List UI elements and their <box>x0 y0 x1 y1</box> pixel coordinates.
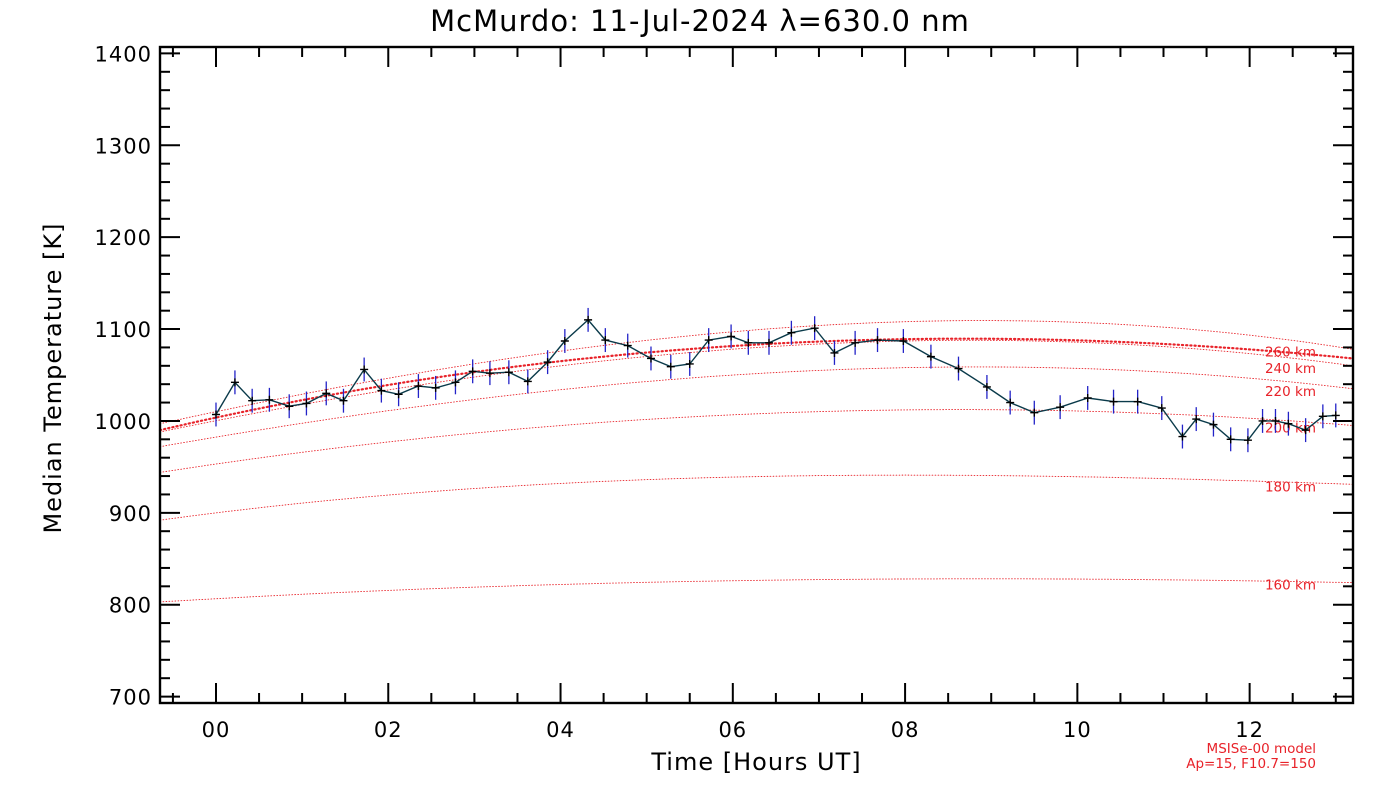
data-point-0-17 <box>523 377 532 386</box>
y-tick-label-2: 900 <box>109 502 152 526</box>
data-point-0-18 <box>543 358 552 367</box>
data-point-0-14 <box>468 367 477 376</box>
data-point-0-44 <box>1133 397 1142 406</box>
model-curve-6 <box>159 320 1354 425</box>
data-point-0-19 <box>560 337 569 346</box>
data-point-0-15 <box>485 369 494 378</box>
x-tick-label-0: 00 <box>202 718 231 742</box>
data-point-0-24 <box>666 362 675 371</box>
data-point-0-30 <box>787 328 796 337</box>
model-curve-0 <box>159 578 1354 603</box>
data-point-0-27 <box>727 332 736 341</box>
model-curve-label-2: 200 km <box>1265 421 1316 437</box>
data-point-0-42 <box>1083 393 1092 402</box>
data-point-0-31 <box>810 324 819 333</box>
data-point-0-37 <box>954 364 963 373</box>
data-point-0-52 <box>1271 416 1280 425</box>
data-point-0-50 <box>1243 436 1252 445</box>
data-point-0-4 <box>285 402 294 411</box>
x-tick-label-5: 10 <box>1063 718 1092 742</box>
data-point-0-22 <box>623 341 632 350</box>
data-point-0-6 <box>322 389 331 398</box>
data-point-0-5 <box>302 399 311 408</box>
data-point-0-29 <box>764 338 773 347</box>
data-point-0-39 <box>1006 398 1015 407</box>
data-point-0-11 <box>414 382 423 391</box>
model-curve-2 <box>159 409 1354 473</box>
data-point-0-10 <box>394 390 403 399</box>
data-point-0-12 <box>431 383 440 392</box>
data-point-0-21 <box>601 336 610 345</box>
y-tick-label-6: 1300 <box>95 134 152 158</box>
data-point-0-16 <box>504 368 513 377</box>
x-axis-label: Time [Hours UT] <box>651 748 862 776</box>
series-line-0 <box>215 318 1336 441</box>
y-tick-label-3: 1000 <box>95 410 152 434</box>
data-point-0-36 <box>926 352 935 361</box>
model-credit: MSISe-00 model Ap=15, F10.7=150 <box>1186 742 1316 772</box>
model-curve-3 <box>159 366 1354 448</box>
data-point-0-33 <box>851 338 860 347</box>
data-point-0-2 <box>248 396 257 405</box>
y-tick-label-0: 700 <box>109 686 152 710</box>
data-point-0-35 <box>899 337 908 346</box>
data-point-0-28 <box>744 338 753 347</box>
x-tick-label-4: 08 <box>891 718 920 742</box>
data-point-0-32 <box>830 348 839 357</box>
data-point-0-54 <box>1301 426 1310 435</box>
y-tick-label-4: 1100 <box>95 318 152 342</box>
data-point-0-48 <box>1209 420 1218 429</box>
data-point-0-13 <box>451 378 460 387</box>
data-point-0-38 <box>982 382 991 391</box>
data-point-0-3 <box>265 395 274 404</box>
data-point-0-23 <box>646 354 655 363</box>
data-point-0-45 <box>1157 404 1166 413</box>
model-curve-label-4: 240 km <box>1265 361 1316 377</box>
model-curve-label-0: 160 km <box>1265 578 1316 594</box>
data-point-0-26 <box>704 336 713 345</box>
plot-frame <box>158 45 1355 705</box>
model-curve-label-3: 220 km <box>1265 384 1316 400</box>
data-point-0-25 <box>685 359 694 368</box>
x-tick-label-6: 12 <box>1235 718 1264 742</box>
data-point-0-8 <box>360 365 369 374</box>
x-tick-label-2: 04 <box>546 718 575 742</box>
model-curve-label-1: 180 km <box>1265 479 1316 495</box>
data-point-0-55 <box>1318 412 1327 421</box>
data-point-0-43 <box>1109 397 1118 406</box>
data-series <box>211 307 1340 453</box>
model-credit-line-2: Ap=15, F10.7=150 <box>1186 756 1316 772</box>
data-point-0-40 <box>1030 408 1039 417</box>
data-point-0-41 <box>1056 403 1065 412</box>
y-tick-label-1: 800 <box>109 594 152 618</box>
x-tick-label-3: 06 <box>718 718 747 742</box>
data-point-0-51 <box>1258 416 1267 425</box>
model-curve-4 <box>159 339 1354 433</box>
data-point-0-49 <box>1226 435 1235 444</box>
y-tick-label-7: 1400 <box>95 42 152 66</box>
y-tick-label-5: 1200 <box>95 226 152 250</box>
model-curve-label-6: 260 km <box>1265 344 1316 360</box>
chart-title: McMurdo: 11-Jul-2024 λ=630.0 nm <box>430 4 970 38</box>
axes: 00 02 04 06 08 10 12 700 800 900 1000 1100 1200 1300 1… <box>95 42 1355 742</box>
data-point-0-47 <box>1192 415 1201 424</box>
model-credit-line-1: MSISe-00 model <box>1206 741 1316 757</box>
data-point-0-1 <box>230 378 239 387</box>
model-curve-5 <box>158 337 1355 432</box>
data-point-0-46 <box>1178 432 1187 441</box>
data-point-0-9 <box>377 386 386 395</box>
data-point-0-56 <box>1331 411 1340 420</box>
data-point-0-7 <box>339 396 348 405</box>
x-tick-label-1: 02 <box>374 718 403 742</box>
data-point-0-0 <box>211 410 220 419</box>
data-point-0-53 <box>1284 419 1293 428</box>
data-point-0-20 <box>584 315 593 324</box>
data-point-0-34 <box>873 336 882 345</box>
model-curve-1 <box>159 474 1354 521</box>
